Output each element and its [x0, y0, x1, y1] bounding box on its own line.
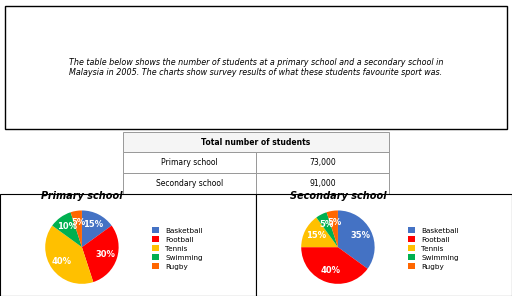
- Wedge shape: [301, 247, 368, 284]
- Text: 10%: 10%: [57, 223, 77, 231]
- Text: 5%: 5%: [71, 218, 85, 227]
- Wedge shape: [71, 210, 82, 247]
- Bar: [256, 173, 389, 194]
- Bar: [123, 132, 389, 152]
- Text: 15%: 15%: [306, 231, 326, 240]
- Title: Secondary school: Secondary school: [290, 191, 386, 200]
- Wedge shape: [45, 226, 93, 284]
- Text: 35%: 35%: [350, 231, 370, 240]
- Wedge shape: [301, 218, 338, 247]
- Text: Secondary school: Secondary school: [156, 179, 223, 188]
- Text: 15%: 15%: [83, 221, 103, 229]
- Title: Primary school: Primary school: [41, 191, 123, 200]
- Wedge shape: [82, 226, 119, 282]
- Text: 5%: 5%: [319, 221, 334, 229]
- Wedge shape: [327, 210, 338, 247]
- Text: The table below shows the number of students at a primary school and a secondary: The table below shows the number of stud…: [69, 58, 443, 77]
- Text: 73,000: 73,000: [309, 158, 336, 167]
- Wedge shape: [52, 212, 82, 247]
- Wedge shape: [316, 212, 338, 247]
- Bar: [256, 152, 389, 173]
- Wedge shape: [82, 210, 112, 247]
- Wedge shape: [338, 210, 375, 269]
- Legend: Basketball, Football, Tennis, Swimming, Rugby: Basketball, Football, Tennis, Swimming, …: [408, 227, 459, 270]
- Text: 30%: 30%: [96, 250, 116, 259]
- Text: 91,000: 91,000: [309, 179, 336, 188]
- Legend: Basketball, Football, Tennis, Swimming, Rugby: Basketball, Football, Tennis, Swimming, …: [152, 227, 203, 270]
- Text: Total number of students: Total number of students: [201, 138, 311, 147]
- Text: Primary school: Primary school: [161, 158, 218, 167]
- Text: 40%: 40%: [52, 257, 72, 266]
- Bar: [123, 173, 256, 194]
- Text: 5%: 5%: [327, 218, 341, 227]
- Bar: [123, 152, 256, 173]
- Text: 40%: 40%: [320, 266, 340, 275]
